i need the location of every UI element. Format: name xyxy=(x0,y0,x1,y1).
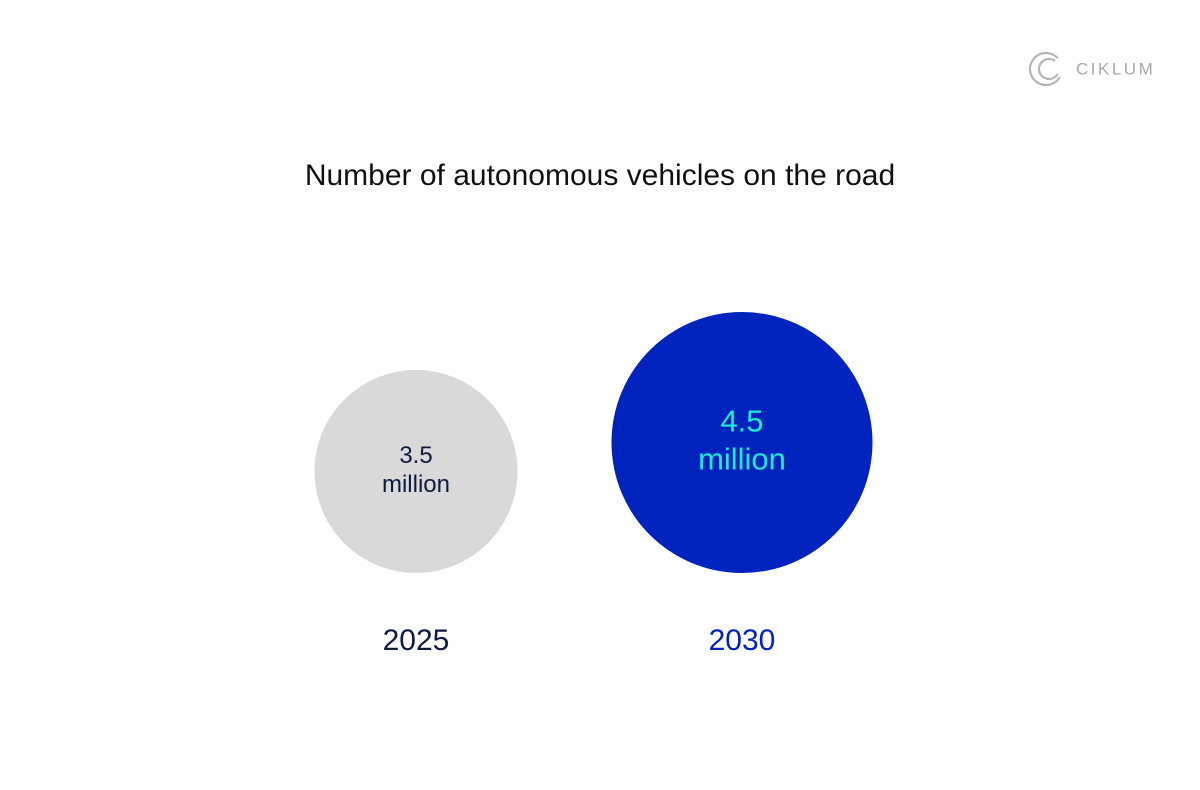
logo-text: CIKLUM xyxy=(1076,59,1155,78)
logo-icon xyxy=(1028,51,1064,87)
logo: CIKLUM xyxy=(1028,51,1155,87)
value-label: 4.5 million xyxy=(698,404,786,477)
bubble xyxy=(611,312,873,573)
category-label: 2030 xyxy=(709,624,776,657)
chart-title: Number of autonomous vehicles on the roa… xyxy=(305,159,895,192)
bubble xyxy=(314,370,518,573)
category-label: 2025 xyxy=(383,624,450,657)
value-label: 3.5 million xyxy=(382,442,450,498)
